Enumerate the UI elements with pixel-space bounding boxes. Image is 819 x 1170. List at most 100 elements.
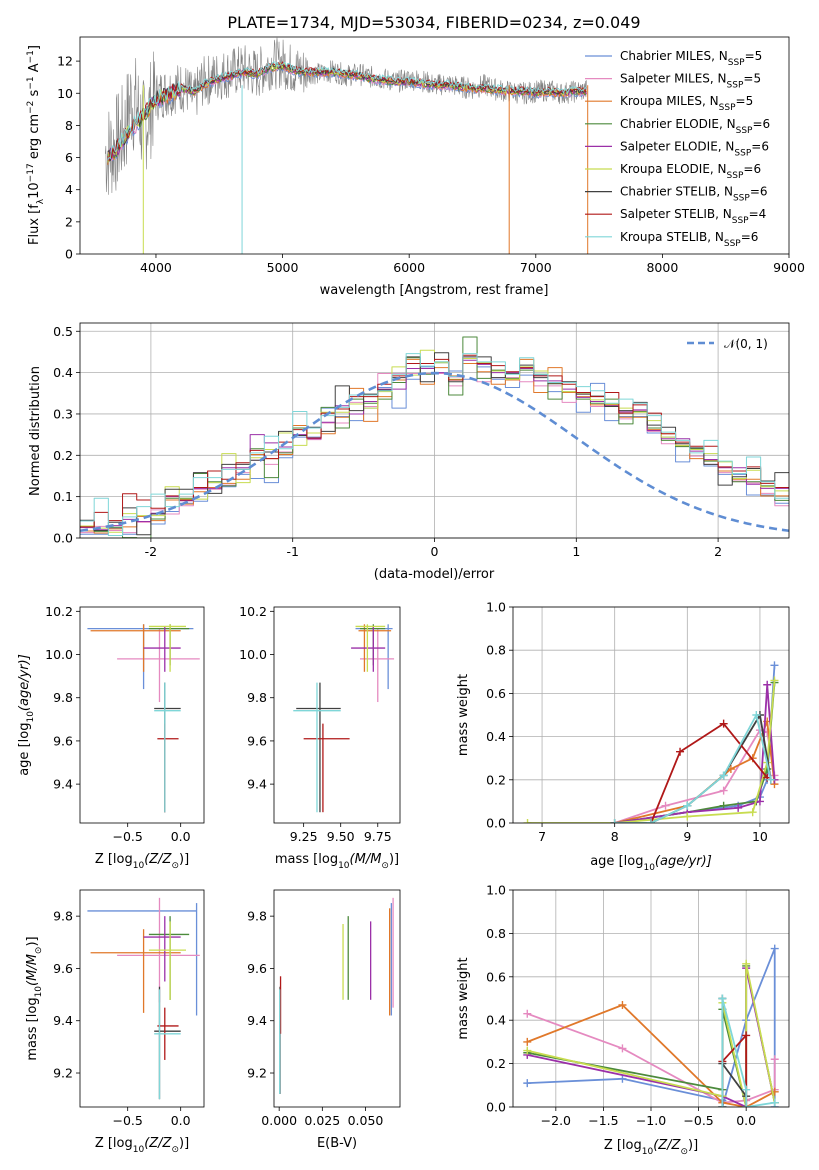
legend-label: 𝒩(0, 1) xyxy=(724,337,768,351)
y-axis-label: mass [log10(M/M⊙)] xyxy=(25,936,44,1060)
plus-marker xyxy=(719,786,728,795)
y-tick-label: 4 xyxy=(65,182,73,197)
residuals-panel: -2 -1 0 1 2 0.0 0.1 0.2 0.3 0.4 0.5 (data-model)/er… xyxy=(28,322,790,582)
age-vs-Z-panel: −0.5 0.0 9.4 9.6 9.8 10.0 10.2 Z [log10(Z/Z⊙)] a… xyxy=(17,604,205,871)
mass-vs-EBV-panel: 0.000 0.025 0.050 9.2 9.4 9.6 9.8 E(B-V) xyxy=(247,889,401,1151)
y-tick-label: 0.4 xyxy=(53,365,73,380)
plus-marker xyxy=(719,771,728,780)
y-tick-label: 0.2 xyxy=(486,1056,506,1071)
model-spectrum-line xyxy=(107,65,587,161)
mass-weight-line xyxy=(527,680,776,823)
plus-marker xyxy=(770,944,779,953)
model-spectrum-line xyxy=(107,61,587,161)
legend: 𝒩(0, 1) xyxy=(687,337,768,351)
x-tick-label: −0.5 xyxy=(683,1113,713,1128)
errorbar-point xyxy=(154,682,181,813)
plus-marker xyxy=(770,1098,779,1107)
y-axis-label: mass weight xyxy=(456,674,471,756)
axes-frame xyxy=(273,889,401,1108)
y-tick-label: 12 xyxy=(57,54,73,69)
y-tick-label: 0.4 xyxy=(486,729,506,744)
y-tick-label: 9.8 xyxy=(53,690,73,705)
legend-label: Kroupa MILES, NSSP=5 xyxy=(620,94,753,113)
y-tick-label: 0.4 xyxy=(486,1013,506,1028)
x-axis-label: Z [log10(Z/Z⊙)] xyxy=(95,1136,189,1155)
y-tick-label: 9.8 xyxy=(247,690,267,705)
massweight-vs-age-panel: 7 8 9 10 0.0 0.2 0.4 0.6 0.8 1.0 age [log10(age/yr… xyxy=(456,600,790,873)
age-vs-mass-plot-area xyxy=(293,624,395,813)
observed-spectrum xyxy=(105,37,587,195)
errorbar-point xyxy=(148,921,186,1000)
massweight-vs-age-plot-area xyxy=(523,661,779,823)
y-tick-label: 1.0 xyxy=(486,600,506,615)
age-vs-Z-plot-area xyxy=(87,624,200,813)
axes-frame xyxy=(273,606,401,824)
errorbar-point xyxy=(87,624,194,690)
plus-marker xyxy=(755,797,764,806)
errorbar-point xyxy=(117,628,200,703)
x-tick-label: 1 xyxy=(572,544,580,559)
x-tick-label: 0.050 xyxy=(348,1113,384,1128)
mass-weight-line xyxy=(527,962,776,1107)
x-tick-label: −0.5 xyxy=(113,1113,143,1128)
model-spectrum-line xyxy=(107,63,587,160)
x-tick-label: 0.000 xyxy=(261,1113,297,1128)
x-tick-label: 9.75 xyxy=(364,829,392,844)
residuals-plot-area xyxy=(80,336,789,538)
errorbar-point xyxy=(296,682,341,813)
plus-marker xyxy=(618,1001,627,1010)
plus-marker xyxy=(618,1044,627,1053)
x-tick-label: −2.0 xyxy=(541,1113,571,1128)
x-axis-label: Z [log10(Z/Z⊙)] xyxy=(95,852,189,871)
plus-marker xyxy=(523,1037,532,1046)
x-axis-label: mass [log10(M/M⊙)] xyxy=(275,852,399,871)
errorbar-point xyxy=(87,903,198,1016)
x-tick-label: −0.5 xyxy=(113,829,143,844)
errorbar-point xyxy=(148,916,190,1000)
x-tick-label: 9 xyxy=(683,829,691,844)
errorbar-point xyxy=(293,682,341,813)
y-tick-label: 9.8 xyxy=(247,909,267,924)
mass-weight-line xyxy=(614,720,776,823)
x-tick-label: 0 xyxy=(431,544,439,559)
x-axis-label: E(B-V) xyxy=(317,1136,357,1151)
x-tick-label: 2 xyxy=(714,544,722,559)
y-tick-label: 10.0 xyxy=(239,647,267,662)
x-tick-label: 5000 xyxy=(267,260,299,275)
y-tick-label: 0.3 xyxy=(53,406,73,421)
errorbar-point xyxy=(90,929,181,1013)
legend-label: Kroupa STELIB, NSSP=6 xyxy=(620,230,758,249)
y-tick-label: 0.6 xyxy=(486,969,506,984)
legend-label: Chabrier STELIB, NSSP=6 xyxy=(620,185,768,204)
y-tick-label: 0.0 xyxy=(486,1100,506,1115)
plus-marker xyxy=(718,1103,727,1107)
spectrum-plot-area xyxy=(105,37,589,254)
plus-marker xyxy=(770,1055,779,1064)
y-tick-label: 9.2 xyxy=(247,1066,267,1081)
axes-frame xyxy=(79,606,205,824)
x-tick-label: 4000 xyxy=(140,260,172,275)
massweight-vs-Z-panel: −2.0 −1.5 −1.0 −0.5 0.0 0.0 0.2 0.4 0.6 0.8 1.0 Z [… xyxy=(456,883,790,1157)
plus-marker xyxy=(683,812,692,821)
legend-label: Salpeter STELIB, NSSP=4 xyxy=(620,207,766,226)
y-tick-label: 10.2 xyxy=(45,604,73,619)
y-tick-label: 1.0 xyxy=(486,883,506,898)
x-tick-label: 0.0 xyxy=(736,1113,756,1128)
mass-weight-line xyxy=(614,714,772,823)
legend-label: Salpeter ELODIE, NSSP=6 xyxy=(620,139,769,158)
axes-frame xyxy=(512,889,790,1108)
y-tick-label: 10.0 xyxy=(45,647,73,662)
age-vs-mass-panel: 9.25 9.50 9.75 9.4 9.6 9.8 10.0 10.2 mass [log10… xyxy=(239,604,401,871)
y-tick-label: 9.6 xyxy=(53,961,73,976)
plus-marker xyxy=(748,808,757,817)
errorbar-point xyxy=(148,624,186,672)
spectrum-panel: PLATE=1734, MJD=53034, FIBERID=0234, z=0… xyxy=(26,13,805,298)
plus-marker xyxy=(610,819,619,823)
x-tick-label: 9000 xyxy=(773,260,805,275)
errorbar-point xyxy=(154,682,181,813)
x-tick-label: −1.0 xyxy=(636,1113,666,1128)
y-tick-label: 0.2 xyxy=(486,772,506,787)
normal-reference-curve xyxy=(80,371,789,533)
model-spectrum-line xyxy=(107,62,587,163)
